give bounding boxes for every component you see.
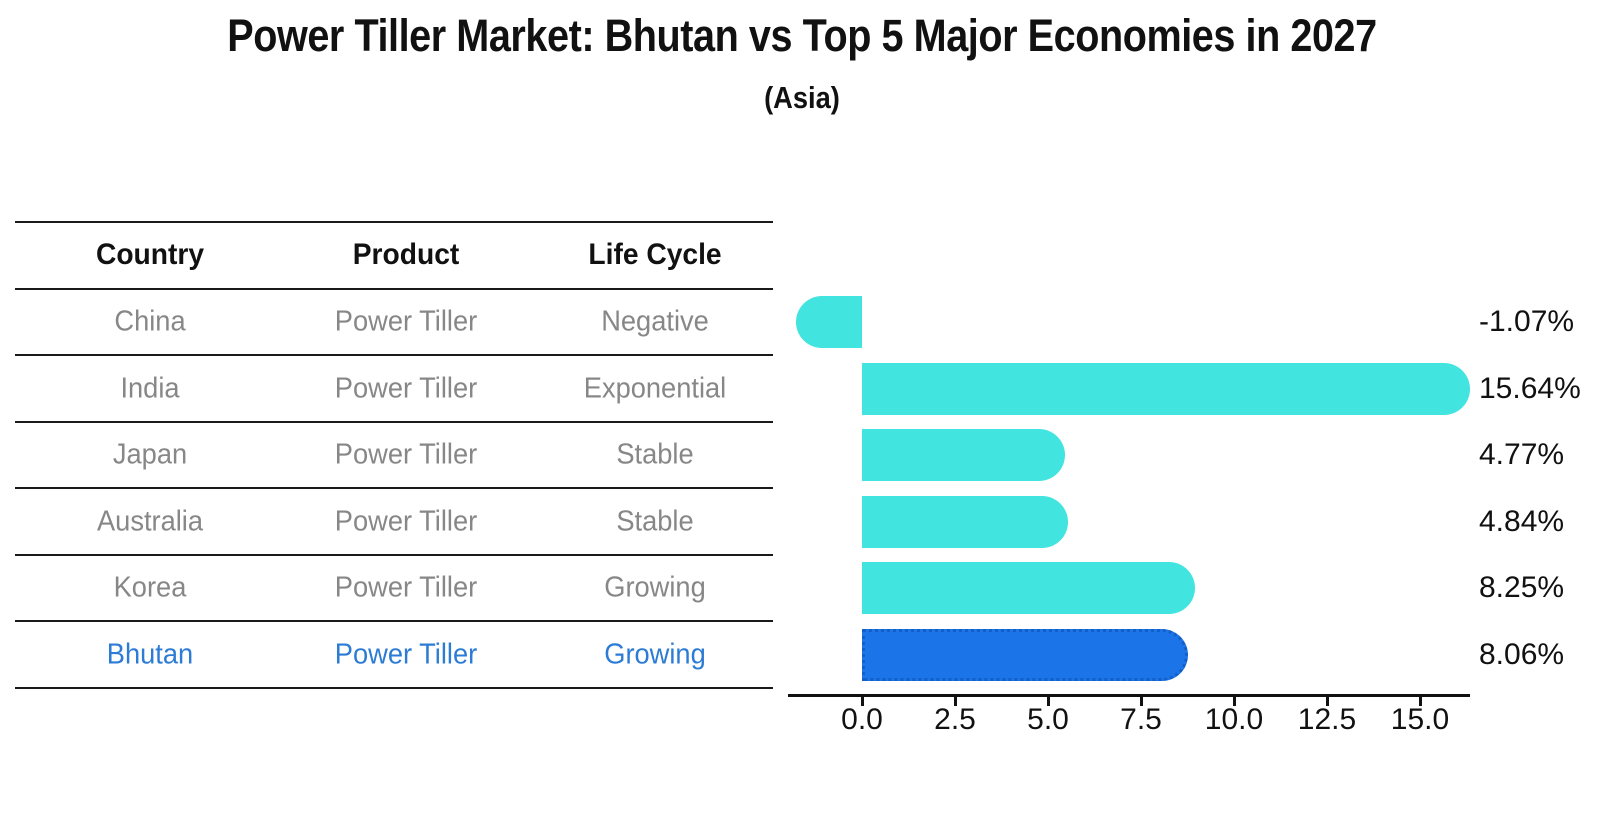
chart-title: Power Tiller Market: Bhutan vs Top 5 Maj… bbox=[227, 10, 1377, 61]
value-label: 8.25% bbox=[1479, 571, 1565, 605]
value-label: 4.84% bbox=[1479, 504, 1565, 538]
table-cell-life-cycle: Stable bbox=[616, 505, 694, 538]
value-label: 15.64% bbox=[1479, 371, 1581, 405]
table-header-life-cycle: Life Cycle bbox=[588, 238, 722, 271]
x-tick bbox=[1232, 697, 1236, 706]
bar-australia bbox=[862, 495, 1069, 548]
x-tick bbox=[1325, 697, 1329, 706]
value-label: 4.77% bbox=[1479, 438, 1565, 472]
table-divider bbox=[15, 354, 773, 356]
table-cell-life-cycle: Growing bbox=[604, 571, 706, 604]
x-tick-label: 10.0 bbox=[1204, 703, 1264, 736]
table-divider bbox=[15, 487, 773, 489]
table-cell-life-cycle: Exponential bbox=[583, 372, 727, 405]
table-divider bbox=[15, 288, 773, 290]
table-divider bbox=[15, 221, 773, 223]
x-tick-label: 0.0 bbox=[841, 703, 883, 736]
table-cell-country: China bbox=[114, 305, 186, 338]
table-cell-life-cycle: Negative bbox=[601, 305, 709, 338]
x-tick-label: 7.5 bbox=[1120, 703, 1162, 736]
table-cell-product: Power Tiller bbox=[334, 305, 478, 338]
bar-china bbox=[796, 296, 862, 349]
chart-subtitle: (Asia) bbox=[764, 80, 840, 115]
table-cell-country: India bbox=[120, 372, 180, 405]
table-cell-country-highlight: Bhutan bbox=[106, 638, 194, 671]
table-cell-product: Power Tiller bbox=[334, 438, 478, 471]
x-axis-line bbox=[788, 694, 1470, 697]
table-divider bbox=[15, 421, 773, 423]
table-cell-product: Power Tiller bbox=[334, 372, 478, 405]
x-tick bbox=[1418, 697, 1422, 706]
x-tick bbox=[953, 697, 957, 706]
x-tick bbox=[860, 697, 864, 706]
value-label: 8.06% bbox=[1479, 637, 1565, 671]
bar-india bbox=[862, 362, 1470, 415]
table-cell-product-highlight: Power Tiller bbox=[334, 638, 478, 671]
x-tick-label: 12.5 bbox=[1297, 703, 1357, 736]
x-tick bbox=[1046, 697, 1050, 706]
bar-korea bbox=[862, 562, 1195, 615]
table-cell-product: Power Tiller bbox=[334, 571, 478, 604]
bar-bhutan-highlight bbox=[862, 628, 1188, 681]
table-cell-country: Korea bbox=[113, 571, 187, 604]
bar-japan bbox=[862, 429, 1066, 482]
table-cell-life-cycle: Stable bbox=[616, 438, 694, 471]
table-header-country: Country bbox=[95, 238, 205, 271]
table-divider bbox=[15, 687, 773, 689]
table-cell-country: Australia bbox=[96, 505, 204, 538]
table-divider bbox=[15, 620, 773, 622]
value-label: -1.07% bbox=[1479, 305, 1575, 339]
x-tick-label: 15.0 bbox=[1390, 703, 1450, 736]
table-cell-product: Power Tiller bbox=[334, 505, 478, 538]
x-tick bbox=[1139, 697, 1143, 706]
table-divider bbox=[15, 554, 773, 556]
table-header-product: Product bbox=[352, 238, 460, 271]
table-cell-country: Japan bbox=[112, 438, 188, 471]
x-tick-label: 2.5 bbox=[934, 703, 976, 736]
x-tick-label: 5.0 bbox=[1027, 703, 1069, 736]
table-cell-life-cycle-highlight: Growing bbox=[604, 638, 706, 671]
